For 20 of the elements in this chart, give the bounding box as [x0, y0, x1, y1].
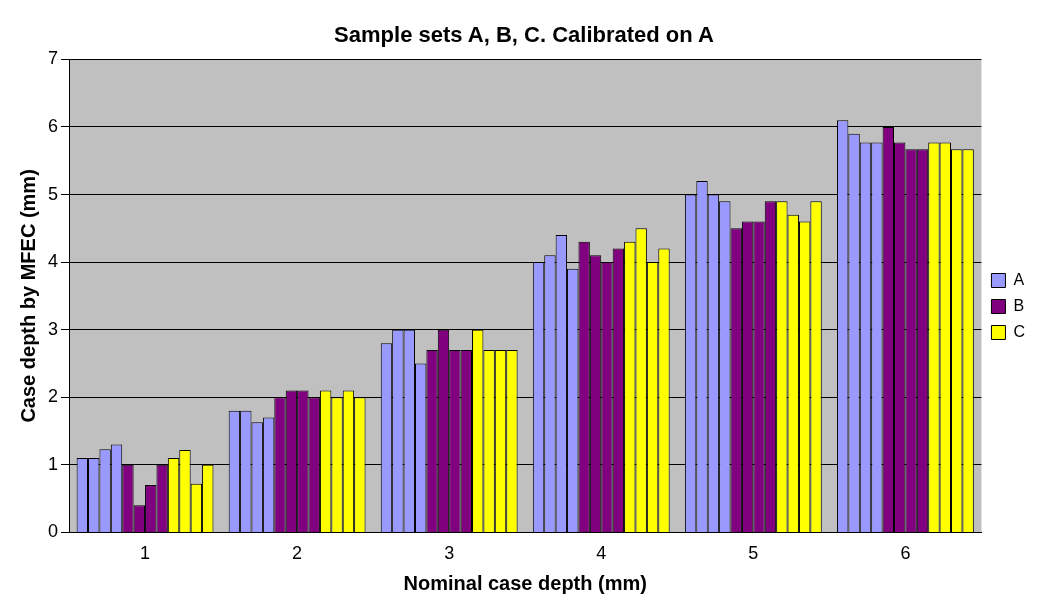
legend-label: B	[1013, 296, 1025, 314]
chart-title: Sample sets A, B, C. Calibrated on A	[334, 22, 714, 48]
x-tick-label: 2	[292, 543, 303, 564]
x-tick-label: 4	[596, 543, 607, 564]
x-tick-label: 6	[900, 543, 911, 564]
y-tick-label: 1	[48, 453, 59, 474]
legend-label: C	[1013, 322, 1026, 340]
y-tick-label: 6	[48, 115, 59, 136]
y-tick-label: 5	[48, 183, 59, 204]
x-axis-title: Nominal case depth (mm)	[403, 571, 647, 594]
y-tick-label: 0	[48, 521, 59, 542]
legend-label: A	[1013, 270, 1025, 288]
x-tick-label: 5	[748, 543, 759, 564]
y-axis-title: Case depth by MFEC (mm)	[16, 169, 39, 423]
x-tick-label: 3	[444, 543, 455, 564]
x-tick-label: 1	[140, 543, 151, 564]
y-tick-label: 3	[48, 318, 59, 339]
y-tick-label: 2	[48, 386, 59, 407]
y-tick-label: 4	[48, 251, 59, 272]
y-tick-label: 7	[48, 48, 59, 69]
